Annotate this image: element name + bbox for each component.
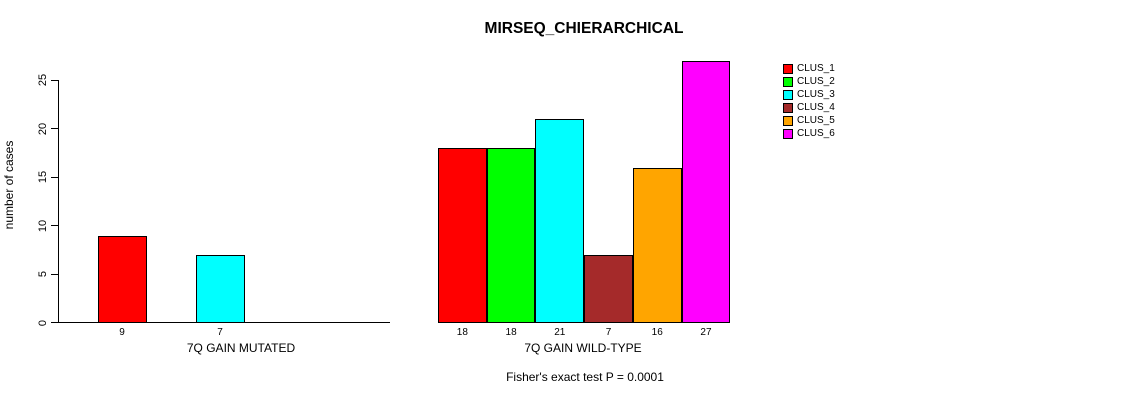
legend-swatch-clus_4 bbox=[783, 102, 793, 113]
legend-label: CLUS_4 bbox=[797, 102, 835, 113]
bar-value-label: 27 bbox=[700, 327, 712, 338]
bar-clus_3 bbox=[195, 255, 245, 323]
y-axis-line bbox=[58, 80, 59, 323]
bar-clus_4 bbox=[584, 255, 633, 323]
y-axis-tick bbox=[51, 128, 59, 129]
bar-value-label: 16 bbox=[651, 327, 663, 338]
legend: CLUS_1 CLUS_2 CLUS_3 CLUS_4 CLUS_5 CLUS_6 bbox=[783, 62, 835, 140]
legend-swatch-clus_3 bbox=[783, 89, 793, 100]
y-axis-tick bbox=[51, 273, 59, 275]
y-axis-tick bbox=[51, 176, 59, 178]
legend-label: CLUS_6 bbox=[797, 128, 835, 139]
group-label-mutated: 7Q GAIN MUTATED bbox=[186, 341, 296, 355]
legend-item-clus_6: CLUS_6 bbox=[783, 127, 835, 140]
legend-item-clus_5: CLUS_5 bbox=[783, 114, 835, 127]
legend-swatch-clus_6 bbox=[783, 128, 793, 139]
legend-item-clus_1: CLUS_1 bbox=[783, 62, 835, 75]
legend-label: CLUS_3 bbox=[797, 89, 835, 100]
bar-clus_5 bbox=[632, 167, 682, 323]
bar-value-label: 7 bbox=[217, 327, 223, 338]
y-axis-tick bbox=[51, 322, 59, 323]
legend-item-clus_4: CLUS_4 bbox=[783, 101, 835, 114]
bar-value-label: 18 bbox=[505, 327, 517, 338]
y-axis-tick-label: 5 bbox=[37, 270, 49, 278]
legend-swatch-clus_5 bbox=[783, 115, 793, 126]
y-axis-tick-label: 10 bbox=[37, 219, 49, 232]
y-axis-tick-label: 15 bbox=[37, 170, 49, 184]
y-axis-tick bbox=[51, 225, 59, 226]
y-axis-tick-label: 0 bbox=[37, 319, 49, 326]
annotation-fisher-test: Fisher's exact test P = 0.0001 bbox=[506, 370, 664, 384]
legend-label: CLUS_1 bbox=[797, 63, 835, 74]
bar-value-label: 9 bbox=[119, 327, 125, 338]
bar-clus_3 bbox=[535, 119, 585, 323]
bar-clus_1 bbox=[438, 148, 487, 323]
legend-label: CLUS_2 bbox=[797, 76, 835, 87]
bar-value-label: 21 bbox=[554, 327, 566, 338]
y-axis-tick bbox=[51, 79, 59, 81]
legend-swatch-clus_1 bbox=[783, 63, 793, 74]
y-axis-label: number of cases bbox=[2, 140, 16, 230]
y-axis-tick-label: 20 bbox=[37, 122, 49, 135]
chart-title: MIRSEQ_CHIERARCHICAL bbox=[484, 20, 684, 37]
y-axis-tick-label: 25 bbox=[37, 73, 49, 87]
bar-clus_6 bbox=[681, 61, 731, 323]
group-label-wild-type: 7Q GAIN WILD-TYPE bbox=[524, 341, 642, 355]
legend-label: CLUS_5 bbox=[797, 115, 835, 126]
bar-clus_2 bbox=[486, 148, 536, 323]
legend-item-clus_2: CLUS_2 bbox=[783, 75, 835, 88]
legend-item-clus_3: CLUS_3 bbox=[783, 88, 835, 101]
legend-swatch-clus_2 bbox=[783, 76, 793, 87]
bar-value-label: 7 bbox=[605, 327, 612, 338]
bar-value-label: 18 bbox=[456, 327, 468, 338]
bar-clus_1 bbox=[97, 235, 147, 323]
